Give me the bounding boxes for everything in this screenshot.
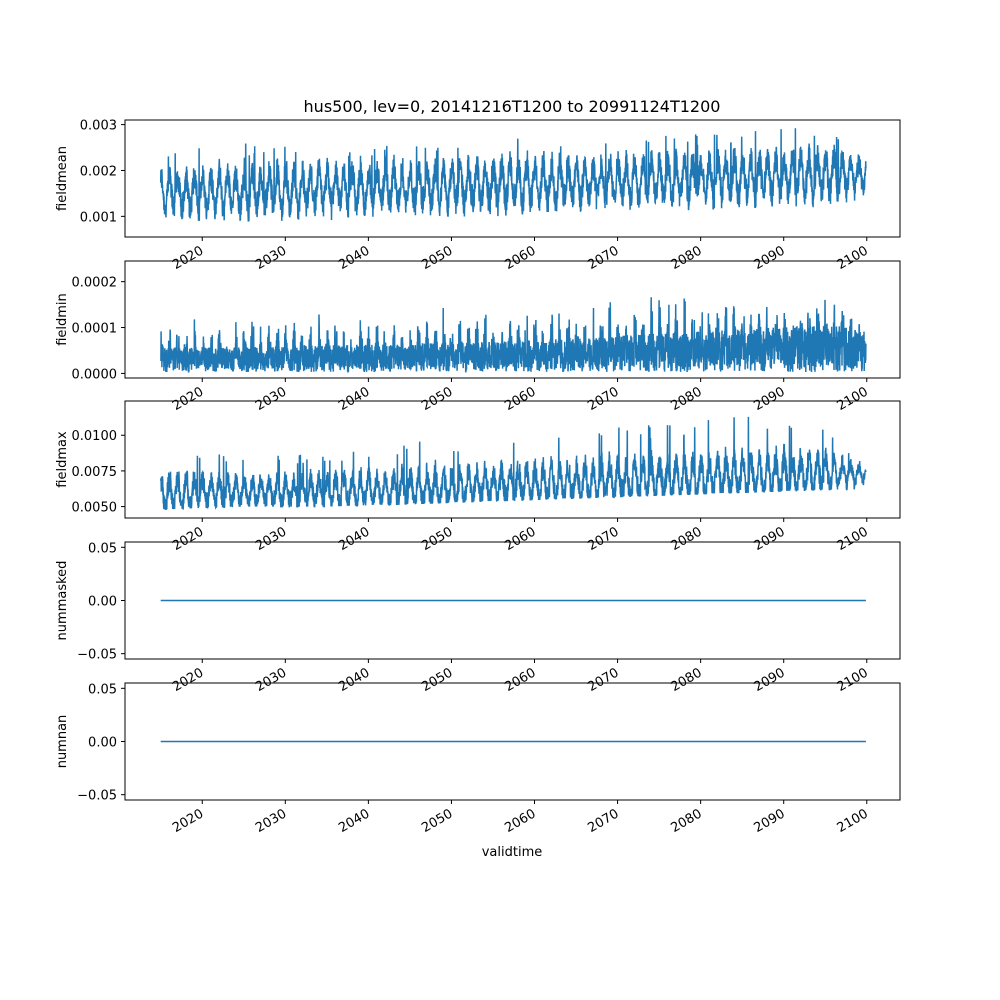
x-tick-label: 2050 [419, 806, 455, 836]
y-tick-label: 0.05 [88, 541, 117, 556]
x-tick-label: 2070 [585, 243, 621, 273]
x-tick-label: 2100 [835, 806, 871, 836]
panel-numnan: −0.05 0.00 0.05 numnan 2020 2030 2040 2050 2060 2… [55, 682, 901, 836]
y-tick-label: 0.0100 [72, 429, 118, 444]
y-axis-title: fieldmax [55, 431, 70, 488]
chart-title: hus500, lev=0, 20141216T1200 to 20991124… [304, 97, 721, 116]
panels: 0.001 0.002 0.003 fieldmean 2020 2030 2040 2050… [55, 119, 901, 836]
y-axis-title: numnan [55, 715, 70, 769]
panel-frame [124, 260, 901, 379]
x-tick-label: 2040 [336, 524, 372, 554]
x-tick-label: 2030 [253, 665, 289, 695]
x-tick-label: 2060 [502, 665, 538, 695]
y-axis-title: fieldmin [55, 293, 70, 346]
y-tick-label: 0.0002 [72, 276, 118, 291]
y-tick-label: 0.0075 [72, 465, 118, 480]
x-tick-label: 2090 [752, 384, 788, 414]
x-tick-label: 2070 [585, 524, 621, 554]
x-tick-label: 2020 [170, 243, 206, 273]
y-axis-title: fieldmean [55, 146, 70, 211]
x-tick-label: 2040 [336, 665, 372, 695]
x-tick-label: 2100 [835, 665, 871, 695]
y-axis-title: nummasked [55, 561, 70, 641]
y-tick-label: 0.003 [80, 119, 117, 134]
x-tick-label: 2030 [253, 243, 289, 273]
x-tick-label: 2100 [835, 524, 871, 554]
x-axis-title: validtime [482, 845, 543, 860]
x-tick-label: 2100 [835, 243, 871, 273]
x-tick-label: 2080 [668, 665, 704, 695]
x-tick-label: 2050 [419, 665, 455, 695]
x-tick-label: 2020 [170, 665, 206, 695]
y-tick-label: 0.0050 [72, 501, 118, 516]
x-tick-label: 2060 [502, 243, 538, 273]
x-tick-label: 2090 [752, 806, 788, 836]
x-tick-label: 2080 [668, 243, 704, 273]
x-tick-label: 2020 [170, 384, 206, 414]
x-tick-label: 2030 [253, 524, 289, 554]
series-line-fieldmin [159, 297, 867, 374]
y-tick-label: 0.05 [88, 682, 117, 697]
series-line-fieldmax [159, 416, 867, 511]
x-tick-label: 2090 [752, 243, 788, 273]
y-tick-label: 0.0001 [72, 322, 118, 337]
y-tick-label: 0.001 [80, 210, 117, 225]
x-tick-label: 2100 [835, 384, 871, 414]
x-tick-label: 2070 [585, 806, 621, 836]
x-tick-label: 2040 [336, 243, 372, 273]
x-tick-label: 2040 [336, 806, 372, 836]
x-tick-label: 2060 [502, 806, 538, 836]
x-tick-label: 2050 [419, 243, 455, 273]
x-tick-label: 2080 [668, 524, 704, 554]
x-tick-label: 2030 [253, 806, 289, 836]
panel-nummasked: −0.05 0.00 0.05 nummasked 2020 2030 2040 2050 20… [55, 541, 901, 695]
panel-fieldmean: 0.001 0.002 0.003 fieldmean 2020 2030 2040 2050… [55, 119, 901, 273]
panel-frame [124, 400, 901, 519]
x-tick-label: 2060 [502, 384, 538, 414]
x-tick-label: 2030 [253, 384, 289, 414]
x-tick-label: 2070 [585, 665, 621, 695]
y-tick-label: −0.05 [77, 648, 117, 663]
x-tick-label: 2020 [170, 524, 206, 554]
x-tick-label: 2040 [336, 384, 372, 414]
y-tick-label: 0.00 [88, 595, 117, 610]
panel-frame [124, 119, 901, 238]
y-tick-label: 0.00 [88, 736, 117, 751]
x-tick-label: 2050 [419, 524, 455, 554]
x-tick-label: 2050 [419, 384, 455, 414]
y-tick-label: 0.0000 [72, 367, 118, 382]
y-tick-label: −0.05 [77, 789, 117, 804]
y-tick-label: 0.002 [80, 164, 117, 179]
x-tick-label: 2020 [170, 806, 206, 836]
x-tick-label: 2090 [752, 524, 788, 554]
x-tick-label: 2080 [668, 384, 704, 414]
x-tick-label: 2060 [502, 524, 538, 554]
x-tick-label: 2080 [668, 806, 704, 836]
x-tick-label: 2070 [585, 384, 621, 414]
series-line-fieldmean [159, 128, 867, 222]
x-tick-label: 2090 [752, 665, 788, 695]
